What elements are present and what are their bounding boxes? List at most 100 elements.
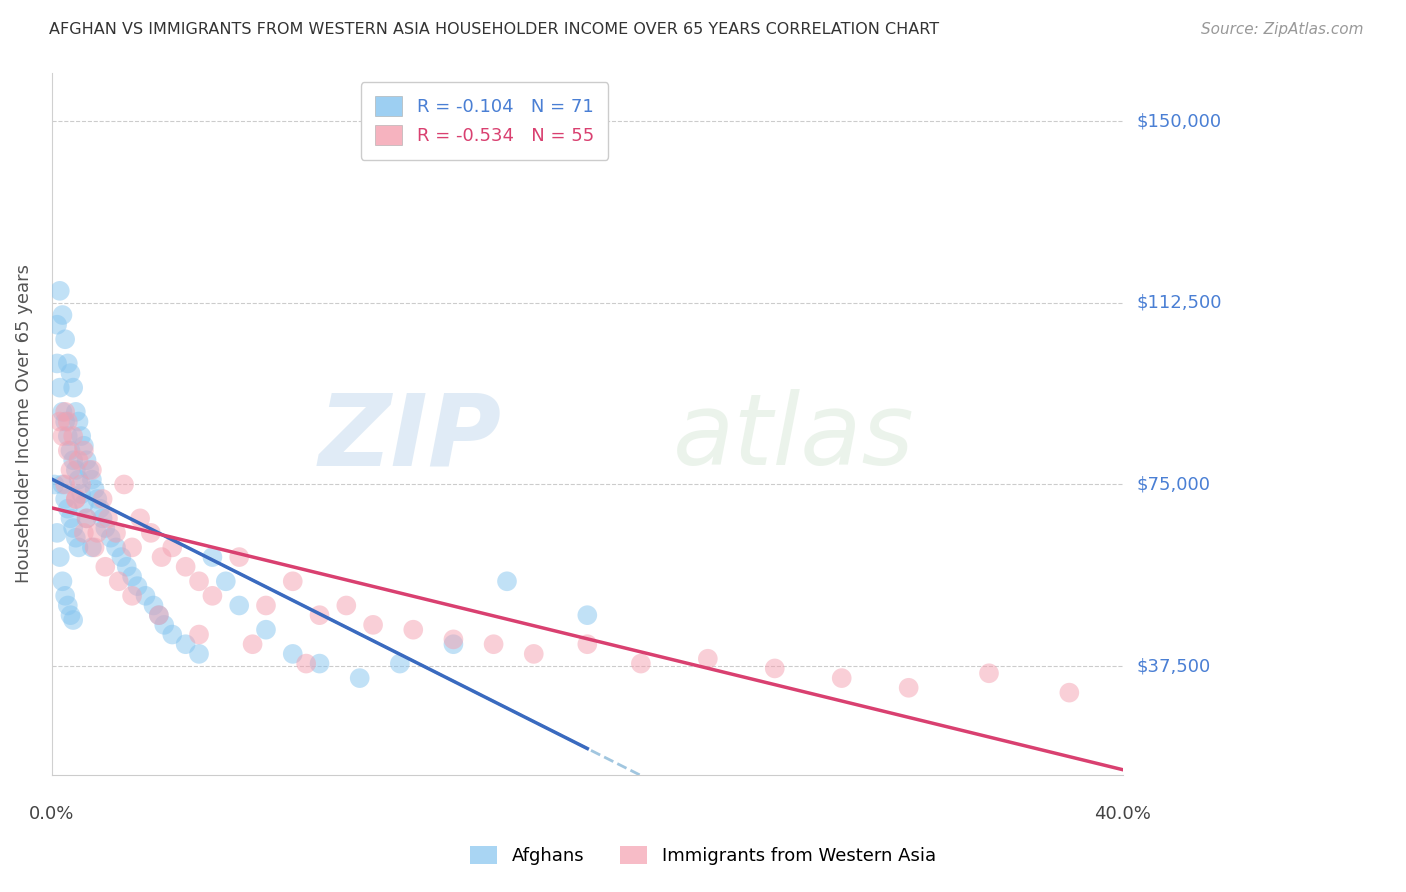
Point	[56, 429, 79, 443]
Point	[977, 666, 1000, 681]
Point	[94, 559, 117, 574]
Point	[53, 491, 76, 506]
Point	[49, 284, 72, 298]
Text: $150,000: $150,000	[1137, 112, 1222, 130]
Point	[65, 405, 87, 419]
Point	[53, 415, 76, 429]
Y-axis label: Householder Income Over 65 years: Householder Income Over 65 years	[15, 264, 32, 583]
Point	[254, 599, 277, 613]
Point	[86, 525, 108, 540]
Point	[242, 637, 264, 651]
Point	[110, 550, 132, 565]
Point	[51, 477, 73, 491]
Point	[49, 550, 72, 565]
Point	[62, 453, 84, 467]
Point	[59, 463, 82, 477]
Point	[53, 332, 76, 346]
Point	[630, 657, 652, 671]
Point	[441, 637, 464, 651]
Point	[56, 443, 79, 458]
Point	[76, 511, 98, 525]
Point	[115, 559, 138, 574]
Point	[482, 637, 505, 651]
Point	[142, 599, 165, 613]
Text: $37,500: $37,500	[1137, 657, 1211, 675]
Point	[67, 453, 90, 467]
Point	[62, 613, 84, 627]
Point	[188, 647, 211, 661]
Point	[80, 473, 103, 487]
Point	[228, 599, 250, 613]
Point	[107, 574, 129, 589]
Point	[53, 477, 76, 491]
Point	[105, 541, 128, 555]
Point	[89, 501, 111, 516]
Point	[228, 550, 250, 565]
Point	[134, 589, 156, 603]
Point	[254, 623, 277, 637]
Point	[127, 579, 149, 593]
Point	[62, 521, 84, 535]
Point	[148, 608, 170, 623]
Point	[59, 443, 82, 458]
Text: atlas: atlas	[673, 390, 915, 486]
Point	[53, 405, 76, 419]
Point	[215, 574, 238, 589]
Point	[70, 477, 93, 491]
Point	[70, 429, 93, 443]
Point	[441, 632, 464, 647]
Point	[56, 599, 79, 613]
Point	[174, 559, 197, 574]
Point	[576, 637, 599, 651]
Text: $112,500: $112,500	[1137, 294, 1222, 312]
Point	[308, 608, 330, 623]
Point	[121, 541, 143, 555]
Point	[335, 599, 357, 613]
Point	[46, 356, 69, 370]
Point	[402, 623, 425, 637]
Point	[174, 637, 197, 651]
Point	[148, 608, 170, 623]
Point	[46, 525, 69, 540]
Point	[76, 511, 98, 525]
Point	[56, 415, 79, 429]
Point	[83, 541, 105, 555]
Point	[281, 574, 304, 589]
Point	[53, 589, 76, 603]
Point	[56, 356, 79, 370]
Point	[295, 657, 318, 671]
Point	[67, 415, 90, 429]
Point	[44, 477, 66, 491]
Point	[91, 491, 114, 506]
Point	[83, 483, 105, 497]
Point	[65, 491, 87, 506]
Point	[388, 657, 411, 671]
Point	[49, 381, 72, 395]
Point	[129, 511, 152, 525]
Point	[46, 318, 69, 332]
Point	[76, 453, 98, 467]
Point	[523, 647, 546, 661]
Text: 40.0%: 40.0%	[1094, 805, 1152, 823]
Point	[97, 511, 120, 525]
Point	[1059, 685, 1081, 699]
Legend: R = -0.104   N = 71, R = -0.534   N = 55: R = -0.104 N = 71, R = -0.534 N = 55	[361, 82, 609, 160]
Point	[361, 618, 384, 632]
Point	[49, 415, 72, 429]
Point	[308, 657, 330, 671]
Point	[67, 541, 90, 555]
Point	[349, 671, 371, 685]
Point	[188, 627, 211, 641]
Point	[831, 671, 853, 685]
Point	[73, 443, 96, 458]
Point	[65, 491, 87, 506]
Point	[105, 525, 128, 540]
Point	[62, 381, 84, 395]
Point	[897, 681, 920, 695]
Point	[73, 497, 96, 511]
Text: ZIP: ZIP	[319, 390, 502, 486]
Point	[696, 651, 718, 665]
Point	[65, 463, 87, 477]
Point	[51, 574, 73, 589]
Point	[51, 308, 73, 322]
